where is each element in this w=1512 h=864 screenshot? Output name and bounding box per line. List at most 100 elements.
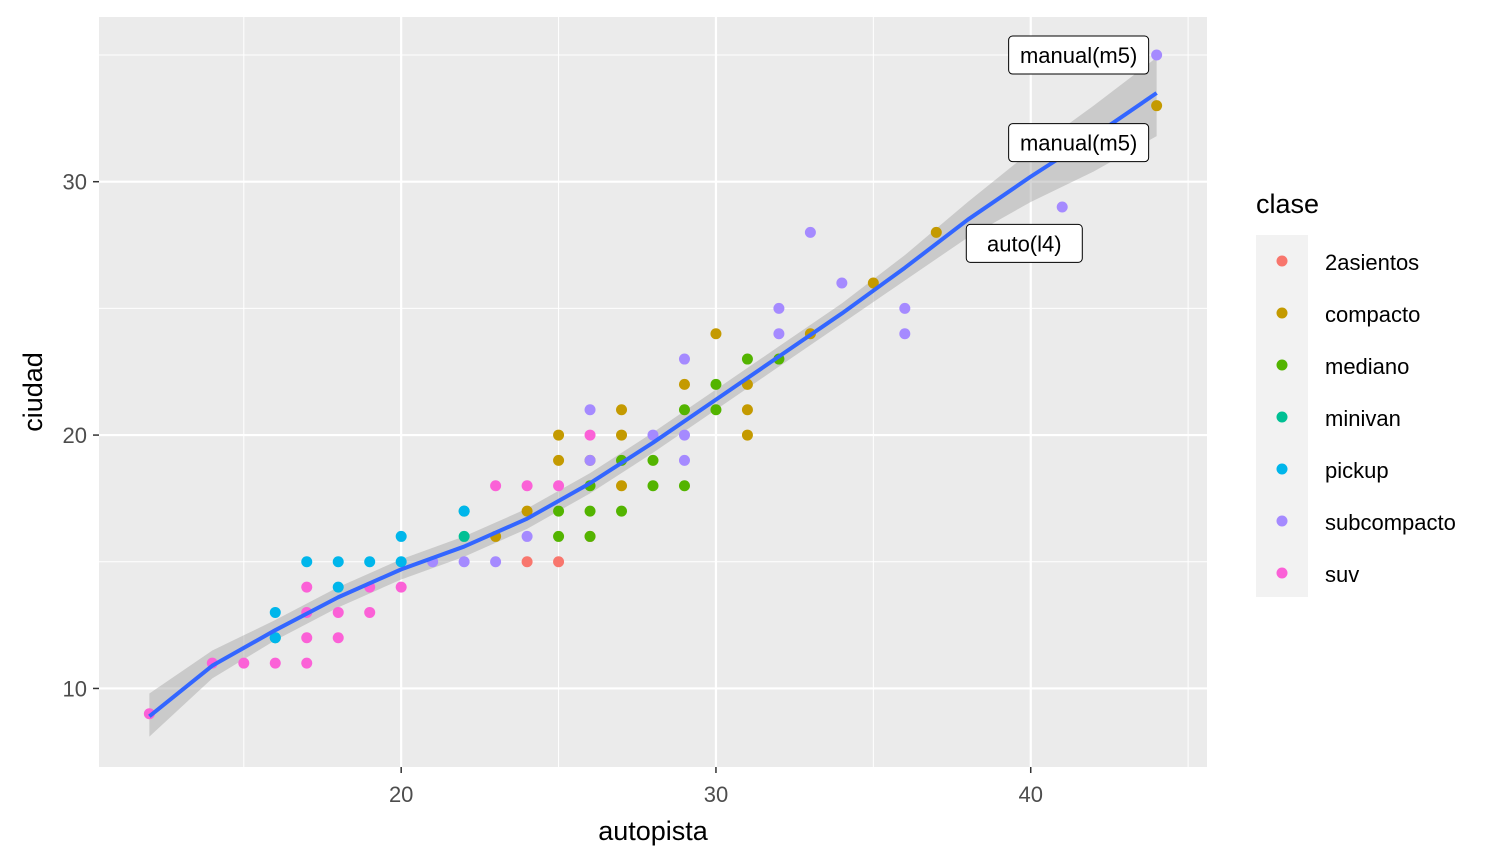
data-point-subcompacto bbox=[836, 277, 848, 289]
data-point-mediano bbox=[678, 480, 690, 492]
data-point-pickup bbox=[269, 632, 281, 644]
data-point-compacto bbox=[1151, 100, 1163, 112]
data-point-compacto bbox=[741, 404, 753, 416]
data-point-mediano bbox=[616, 505, 628, 517]
data-point-mediano bbox=[584, 530, 596, 542]
annotation-label: manual(m5) bbox=[1008, 35, 1150, 75]
data-point-pickup bbox=[269, 606, 281, 618]
data-point-subcompacto bbox=[490, 556, 502, 568]
data-point-suv bbox=[553, 480, 565, 492]
data-point-compacto bbox=[710, 328, 722, 340]
legend: clase 2asientos compacto mediano minivan pic… bbox=[1256, 189, 1456, 597]
annotation-box bbox=[1008, 123, 1150, 163]
y-axis-title: ciudad bbox=[18, 352, 48, 432]
data-point-compacto bbox=[521, 505, 533, 517]
data-point-compacto bbox=[616, 429, 628, 441]
data-point-suv bbox=[301, 632, 313, 644]
legend-title: clase bbox=[1256, 189, 1319, 219]
y-tick-label: 20 bbox=[63, 423, 87, 448]
legend-swatch bbox=[1276, 359, 1288, 371]
x-axis: 20 30 40 bbox=[389, 767, 1043, 807]
legend-item: suv bbox=[1276, 562, 1359, 587]
data-point-pickup bbox=[364, 556, 376, 568]
legend-label: 2asientos bbox=[1325, 250, 1419, 275]
legend-swatch bbox=[1276, 307, 1288, 319]
data-point-subcompacto bbox=[804, 226, 816, 238]
data-point-suv bbox=[584, 429, 596, 441]
smooth-line bbox=[148, 91, 1158, 718]
y-tick-label: 10 bbox=[63, 676, 87, 701]
data-point-2asientos bbox=[521, 556, 533, 568]
data-point-subcompacto bbox=[647, 429, 659, 441]
legend-item: subcompacto bbox=[1276, 510, 1456, 535]
x-tick-label: 20 bbox=[389, 782, 413, 807]
y-tick-label: 30 bbox=[63, 170, 87, 195]
data-point-compacto bbox=[741, 429, 753, 441]
data-point-mediano bbox=[553, 530, 565, 542]
data-point-subcompacto bbox=[584, 404, 596, 416]
legend-item: minivan bbox=[1276, 406, 1401, 431]
legend-item: mediano bbox=[1276, 354, 1409, 379]
data-point-subcompacto bbox=[678, 454, 690, 466]
data-point-pickup bbox=[458, 505, 470, 517]
data-point-mediano bbox=[678, 404, 690, 416]
data-point-subcompacto bbox=[521, 530, 533, 542]
data-points bbox=[143, 49, 1163, 720]
legend-label: subcompacto bbox=[1325, 510, 1456, 535]
legend-item: pickup bbox=[1276, 458, 1389, 483]
legend-swatch bbox=[1276, 255, 1288, 267]
x-tick-label: 40 bbox=[1018, 782, 1042, 807]
data-point-compacto bbox=[867, 277, 879, 289]
data-point-2asientos bbox=[553, 556, 565, 568]
data-point-pickup bbox=[332, 581, 344, 593]
major-gridlines bbox=[99, 17, 1207, 767]
legend-label: minivan bbox=[1325, 406, 1401, 431]
data-point-subcompacto bbox=[678, 353, 690, 365]
data-point-mediano bbox=[584, 505, 596, 517]
legend-label: mediano bbox=[1325, 354, 1409, 379]
data-point-suv bbox=[332, 606, 344, 618]
data-point-compacto bbox=[930, 226, 942, 238]
data-point-suv bbox=[301, 581, 313, 593]
legend-item: 2asientos bbox=[1276, 250, 1419, 275]
data-point-compacto bbox=[678, 378, 690, 390]
legend-label: suv bbox=[1325, 562, 1359, 587]
legend-swatch bbox=[1276, 411, 1288, 423]
data-point-mediano bbox=[553, 505, 565, 517]
data-point-subcompacto bbox=[678, 429, 690, 441]
data-point-compacto bbox=[553, 429, 565, 441]
annotation-text: manual(m5) bbox=[1020, 131, 1137, 156]
data-point-suv bbox=[269, 657, 281, 669]
data-point-subcompacto bbox=[773, 302, 785, 314]
data-point-compacto bbox=[616, 404, 628, 416]
annotation-label: auto(l4) bbox=[965, 223, 1083, 263]
annotation-box bbox=[1008, 35, 1150, 75]
data-point-subcompacto bbox=[899, 328, 911, 340]
data-point-suv bbox=[364, 606, 376, 618]
data-point-subcompacto bbox=[1151, 49, 1163, 61]
data-point-pickup bbox=[395, 556, 407, 568]
annotation-text: auto(l4) bbox=[987, 231, 1062, 256]
x-axis-title: autopista bbox=[598, 816, 709, 846]
legend-swatch bbox=[1276, 515, 1288, 527]
data-point-pickup bbox=[395, 530, 407, 542]
data-point-suv bbox=[395, 581, 407, 593]
data-point-suv bbox=[301, 657, 313, 669]
y-axis: 10 20 30 bbox=[63, 170, 99, 701]
legend-swatch bbox=[1276, 567, 1288, 579]
data-point-subcompacto bbox=[584, 454, 596, 466]
data-point-minivan bbox=[458, 530, 470, 542]
legend-label: pickup bbox=[1325, 458, 1389, 483]
data-point-mediano bbox=[710, 404, 722, 416]
data-point-mediano bbox=[741, 353, 753, 365]
legend-swatch bbox=[1276, 463, 1288, 475]
data-point-subcompacto bbox=[773, 328, 785, 340]
annotation-label: manual(m5) bbox=[1008, 123, 1150, 163]
data-point-suv bbox=[521, 480, 533, 492]
data-point-subcompacto bbox=[899, 302, 911, 314]
data-point-suv bbox=[332, 632, 344, 644]
annotation-box bbox=[965, 223, 1083, 263]
legend-label: compacto bbox=[1325, 302, 1420, 327]
data-point-suv bbox=[490, 480, 502, 492]
